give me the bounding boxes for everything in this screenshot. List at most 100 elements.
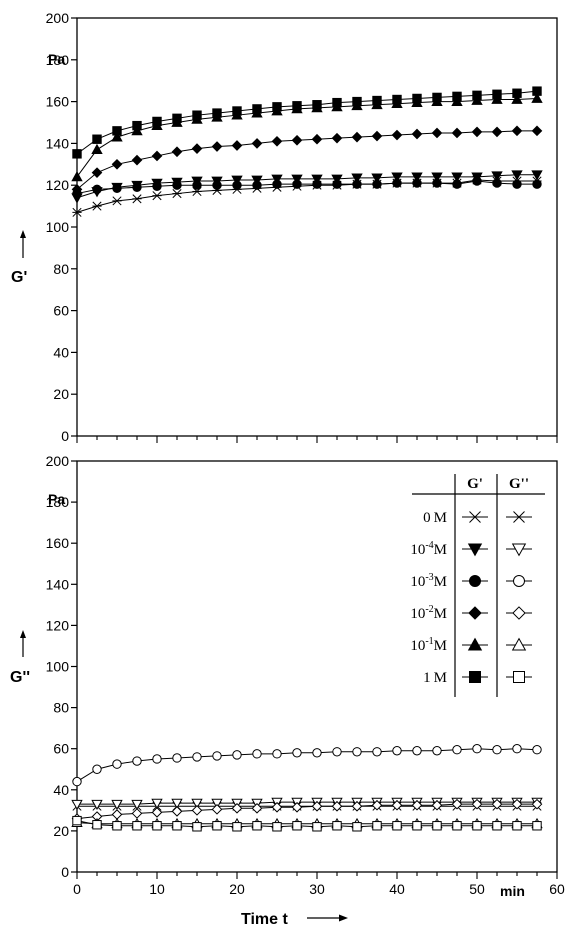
top-data-point bbox=[212, 180, 222, 190]
bottom-data-point bbox=[312, 748, 322, 758]
top-data-point bbox=[412, 93, 422, 104]
top-data-point bbox=[272, 179, 282, 189]
top-y-tick-label: 200 bbox=[46, 10, 70, 26]
bottom-y-axis-title-arrow bbox=[20, 630, 26, 657]
top-y-tick-label: 140 bbox=[46, 135, 70, 151]
legend-gdoubleprime-marker bbox=[513, 575, 525, 587]
top-data-point bbox=[511, 125, 523, 137]
top-data-point bbox=[112, 183, 122, 194]
top-data-point bbox=[112, 196, 122, 206]
bottom-x-tick-label: 0 bbox=[73, 881, 81, 897]
top-data-point bbox=[172, 180, 182, 190]
top-data-point bbox=[472, 176, 482, 186]
bottom-data-point bbox=[472, 821, 482, 831]
bottom-y-tick-label: 100 bbox=[46, 659, 70, 675]
top-y-unit: Pa bbox=[48, 51, 65, 67]
top-data-point bbox=[151, 150, 163, 162]
top-data-point bbox=[311, 174, 323, 185]
top-data-point bbox=[351, 131, 363, 143]
top-data-point bbox=[491, 126, 503, 138]
top-data-point bbox=[232, 180, 242, 190]
legend-gprime-marker bbox=[467, 637, 483, 651]
bottom-data-point bbox=[371, 799, 383, 811]
bottom-data-point bbox=[151, 798, 163, 810]
bottom-data-point bbox=[392, 821, 402, 831]
legend-label-unit: M bbox=[434, 542, 447, 558]
top-series-line bbox=[76, 130, 537, 190]
bottom-x-axis-title: Time t bbox=[241, 911, 289, 928]
bottom-series-line bbox=[76, 822, 537, 825]
bottom-data-point bbox=[72, 776, 82, 787]
bottom-data-point bbox=[211, 803, 223, 815]
top-y-tick-label: 40 bbox=[53, 344, 69, 360]
top-data-point bbox=[131, 125, 143, 136]
top-data-point bbox=[331, 174, 343, 185]
bottom-data-point bbox=[432, 746, 442, 756]
bottom-y-tick-label: 180 bbox=[46, 494, 70, 510]
legend-gdoubleprime-marker bbox=[513, 671, 525, 683]
top-chart-panel: 0 20 40 60 80 100 120 140 160 180 200 Pa G' bbox=[11, 10, 558, 444]
top-series-2 bbox=[72, 176, 542, 199]
legend-label: 10-3M bbox=[410, 572, 447, 590]
bottom-data-point bbox=[131, 799, 143, 811]
bottom-series-1 bbox=[71, 797, 543, 811]
bottom-data-point bbox=[511, 798, 523, 810]
top-series-group bbox=[71, 86, 543, 217]
bottom-data-point bbox=[432, 821, 442, 831]
bottom-data-point bbox=[531, 798, 543, 810]
top-data-point bbox=[312, 179, 322, 189]
legend-label-exponent: -4 bbox=[425, 540, 433, 551]
top-data-point bbox=[72, 207, 82, 217]
top-data-point bbox=[71, 184, 83, 195]
top-data-point bbox=[372, 95, 382, 106]
top-data-point bbox=[271, 174, 283, 185]
bottom-x-tick-label: 40 bbox=[389, 881, 405, 897]
bottom-series-5 bbox=[72, 815, 542, 832]
bottom-data-point bbox=[91, 799, 103, 811]
bottom-data-point bbox=[512, 744, 522, 754]
bottom-data-point bbox=[152, 754, 162, 764]
top-data-point bbox=[511, 170, 523, 181]
bottom-data-point bbox=[492, 821, 502, 831]
bottom-data-point bbox=[192, 752, 202, 762]
top-data-point bbox=[211, 141, 223, 152]
top-data-point bbox=[472, 90, 482, 101]
top-data-point bbox=[291, 174, 303, 185]
legend-label-base: 1 bbox=[423, 670, 431, 686]
bottom-series-line bbox=[76, 748, 538, 783]
top-y-tick-label: 20 bbox=[53, 386, 69, 402]
bottom-data-point bbox=[292, 748, 302, 758]
top-data-point bbox=[451, 95, 463, 106]
bottom-data-point bbox=[452, 821, 462, 831]
top-y-tick-label: 0 bbox=[61, 428, 69, 444]
bottom-x-tick-label: 30 bbox=[309, 881, 325, 897]
bottom-data-point bbox=[352, 747, 362, 757]
bottom-data-point bbox=[351, 800, 363, 812]
bottom-data-point bbox=[411, 799, 423, 811]
top-y-tick-label: 180 bbox=[46, 52, 70, 68]
legend-label-base: 0 bbox=[423, 510, 431, 526]
top-data-point bbox=[351, 173, 363, 184]
legend-gprime-marker bbox=[468, 606, 482, 620]
top-data-point bbox=[152, 116, 162, 127]
top-data-point bbox=[512, 88, 522, 98]
legend-gprime-marker bbox=[468, 511, 482, 523]
bottom-y-unit: Pa bbox=[48, 491, 65, 507]
bottom-data-point bbox=[172, 753, 182, 763]
legend-label-base: 10 bbox=[410, 542, 425, 558]
bottom-data-point bbox=[352, 822, 362, 832]
top-data-point bbox=[492, 178, 502, 188]
top-data-point bbox=[512, 179, 522, 189]
bottom-x-unit: min bbox=[500, 883, 525, 899]
bottom-data-point bbox=[111, 799, 123, 811]
legend-label: 10-4M bbox=[410, 540, 447, 558]
legend-label-unit: M bbox=[434, 510, 447, 526]
legend-gdoubleprime-marker bbox=[512, 606, 526, 620]
legend-label-base: 10 bbox=[410, 606, 425, 622]
top-series-line bbox=[76, 174, 537, 199]
bottom-data-point bbox=[391, 799, 403, 811]
bottom-data-point bbox=[71, 799, 83, 811]
bottom-data-point bbox=[491, 798, 503, 810]
